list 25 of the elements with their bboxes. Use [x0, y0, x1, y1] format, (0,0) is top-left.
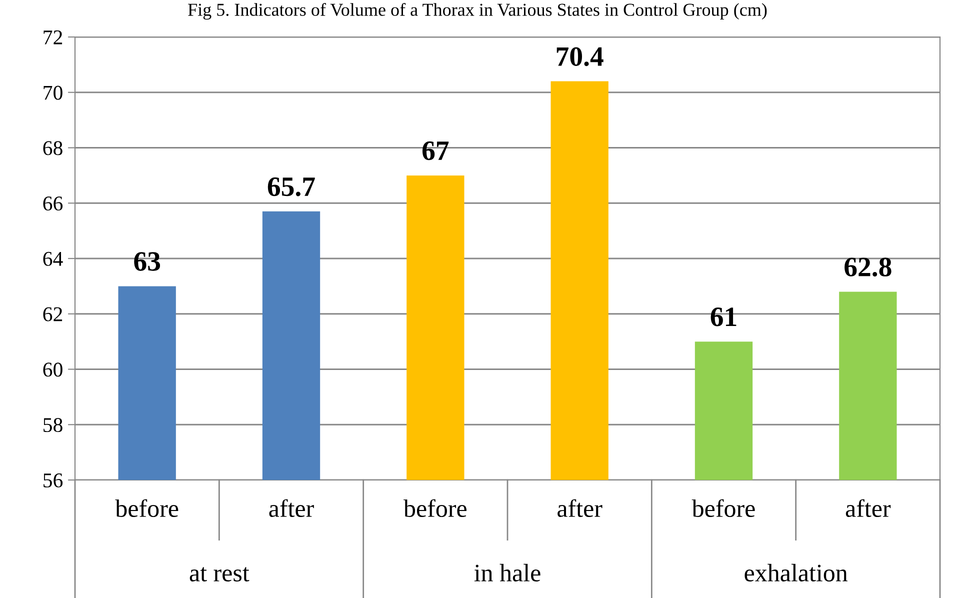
y-tick-label: 68: [43, 141, 62, 156]
y-tick-label: 70: [44, 86, 62, 100]
data-label: 62.8: [844, 258, 892, 277]
data-label: 67: [422, 141, 449, 160]
y-tick-label: 58: [44, 418, 62, 432]
y-tick-label: 60: [43, 362, 62, 377]
x-tick-label: before: [692, 499, 755, 518]
x-tick-label: after: [558, 499, 602, 518]
x-tick-label: before: [403, 499, 466, 518]
x-tick-label: before: [115, 499, 178, 518]
y-tick-label: 64: [43, 252, 63, 266]
y-tick-label: 56: [44, 473, 63, 488]
text: at rest: [190, 567, 250, 582]
data-label: 70.4: [556, 47, 604, 66]
x-tick-label: after: [846, 499, 891, 518]
y-tick-label: 66: [43, 196, 63, 211]
data-label: 63: [134, 252, 160, 271]
data-label: 61: [710, 308, 736, 326]
y-tick-label: 72: [44, 30, 62, 44]
y-tick-label: 62: [43, 307, 62, 322]
data-label: 65.7: [268, 177, 315, 196]
text: in hale: [474, 564, 540, 582]
chart-title: Fig 5. Indicators of Volume of a Thorax in Various States in Control Group (cm): [188, 2, 767, 20]
text: exhalation: [744, 564, 848, 582]
x-tick-label: after: [269, 499, 314, 518]
